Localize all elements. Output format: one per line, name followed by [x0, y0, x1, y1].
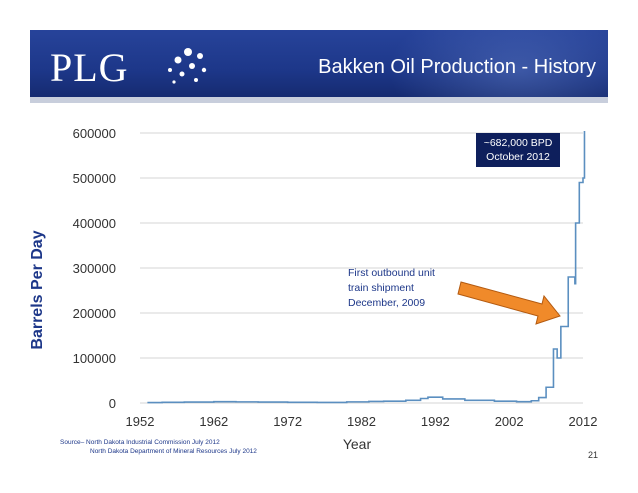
- y-tick-label: 200000: [73, 306, 116, 321]
- y-tick-labels: 0 100000 200000 300000 400000 500000 600000: [73, 126, 116, 411]
- header-glow: [388, 30, 608, 103]
- source-note: Source– North Dakota Industrial Commissi…: [60, 438, 257, 456]
- train-annotation: First outbound unit train shipment Decem…: [348, 267, 435, 309]
- train-annotation-line2: train shipment: [348, 282, 414, 294]
- y-tick-label: 400000: [73, 216, 116, 231]
- y-tick-label: 100000: [73, 351, 116, 366]
- peak-callout-line1: ~682,000 BPD: [484, 137, 553, 149]
- series-layer: [147, 131, 586, 404]
- x-tick-label: 2012: [569, 414, 598, 429]
- x-axis-title: Year: [343, 436, 372, 452]
- x-tick-label: 1952: [126, 414, 155, 429]
- source-line-2: North Dakota Department of Mineral Resou…: [90, 448, 257, 455]
- y-tick-label: 500000: [73, 171, 116, 186]
- logo-dots-icon: [168, 48, 207, 84]
- series-line-production: [147, 131, 586, 404]
- y-tick-label: 600000: [73, 126, 116, 141]
- x-tick-label: 1992: [421, 414, 450, 429]
- train-annotation-line3: December, 2009: [348, 297, 425, 309]
- peak-callout: ~682,000 BPD October 2012: [476, 133, 560, 167]
- grid-lines: [140, 132, 583, 404]
- peak-callout-line2: October 2012: [486, 151, 550, 163]
- y-tick-label: 300000: [73, 261, 116, 276]
- x-tick-label: 1972: [273, 414, 302, 429]
- source-line-1: Source– North Dakota Industrial Commissi…: [60, 439, 220, 446]
- y-tick-label: 0: [109, 396, 116, 411]
- x-tick-label: 2002: [495, 414, 524, 429]
- page-number: 21: [588, 450, 599, 460]
- x-tick-labels: 1952 1962 1972 1982 1992 2002 2012: [126, 414, 598, 429]
- plg-logo: PLG: [50, 45, 129, 90]
- orange-arrow-icon: [457, 281, 561, 325]
- train-annotation-line1: First outbound unit: [348, 267, 435, 279]
- x-tick-label: 1982: [347, 414, 376, 429]
- slide-header: PLG Bakken Oil Production - History: [30, 30, 608, 103]
- slide-title: Bakken Oil Production - History: [318, 56, 596, 78]
- x-tick-label: 1962: [199, 414, 228, 429]
- header-stripe: [30, 97, 608, 103]
